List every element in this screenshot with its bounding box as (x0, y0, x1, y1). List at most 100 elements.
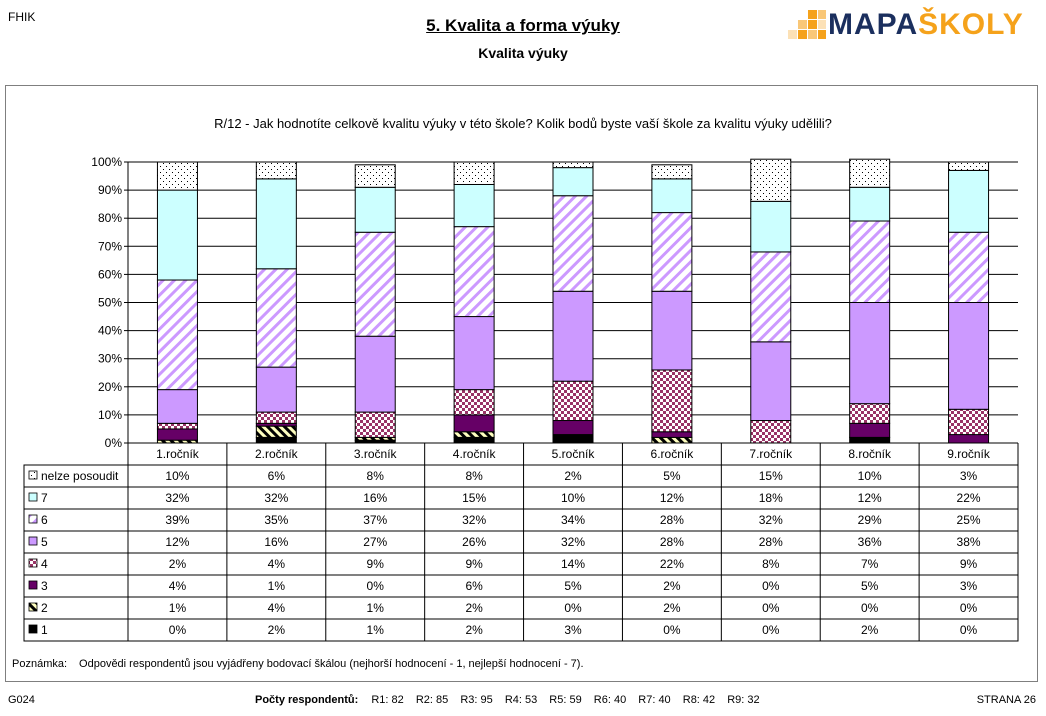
data-label: 32% (165, 491, 189, 505)
school-code: FHIK (8, 10, 36, 24)
respondents-label: Počty respondentů: (255, 694, 359, 706)
data-label: 27% (363, 535, 387, 549)
y-tick-label: 60% (98, 267, 122, 281)
data-label: 4% (169, 579, 187, 593)
data-label: 22% (660, 557, 684, 571)
respondents-count: R1: 82 (371, 694, 404, 706)
bar-segment-1 (255, 436, 297, 444)
bar-segment-5 (948, 302, 990, 410)
page-title: 5. Kvalita a forma výuky (0, 16, 1046, 36)
respondents-count: R3: 95 (460, 694, 493, 706)
legend-entry: 7 (41, 491, 48, 505)
data-label: 0% (762, 601, 780, 615)
data-label: 2% (268, 623, 286, 637)
legend-entry: 3 (41, 579, 48, 593)
bar-segment-nelze-posoudit (750, 158, 792, 202)
note-text: Odpovědi respondentů jsou vyjádřeny bodo… (79, 658, 584, 670)
bar-segment-nelze-posoudit (849, 158, 891, 188)
legend-swatch (28, 624, 38, 634)
bar-segment-4 (156, 422, 198, 430)
bar-segment-4 (552, 380, 594, 422)
logo-word-mapa: MAPA (828, 8, 919, 41)
data-label: 4% (268, 601, 286, 615)
data-label: 1% (169, 601, 187, 615)
bar-segment-4 (849, 403, 891, 424)
bar-segment-4 (948, 408, 990, 436)
bar-segment-5 (156, 389, 198, 424)
x-tick-label: 4.ročník (453, 447, 497, 461)
x-tick-label: 9.ročník (947, 447, 991, 461)
bar-segment-5 (552, 290, 594, 382)
bar-segment-5 (849, 302, 891, 405)
logo-squares-icon (788, 10, 826, 39)
data-label: 15% (462, 491, 486, 505)
y-tick-label: 90% (98, 183, 122, 197)
bar-segment-1 (552, 434, 594, 444)
bar-segment-5 (651, 290, 693, 371)
chart-frame (5, 85, 1038, 682)
bar-segment-6 (651, 212, 693, 292)
data-label: 7% (861, 557, 879, 571)
bar-segment-6 (750, 251, 792, 343)
x-tick-label: 5.ročník (552, 447, 596, 461)
bar-segment-nelze-posoudit (552, 161, 594, 169)
legend-entry: nelze posoudit (41, 469, 119, 483)
chart-note: Poznámka: Odpovědi respondentů jsou vyjád… (12, 658, 584, 670)
y-tick-label: 100% (91, 155, 122, 169)
data-label: 16% (363, 491, 387, 505)
bar-segment-5 (750, 341, 792, 422)
bar-segment-nelze-posoudit (255, 161, 297, 180)
data-label: 2% (465, 623, 483, 637)
data-label: 0% (762, 579, 780, 593)
data-label: 0% (169, 623, 187, 637)
bar-segment-7 (156, 189, 198, 281)
bar-segment-6 (255, 268, 297, 368)
footer-code: G024 (8, 694, 35, 706)
bar-segment-6 (156, 279, 198, 391)
data-label: 0% (564, 601, 582, 615)
data-label: 32% (759, 513, 783, 527)
data-label: 2% (861, 623, 879, 637)
bar-segment-6 (453, 226, 495, 318)
logo-word-skoly: ŠKOLY (918, 8, 1024, 41)
bar-segment-7 (948, 169, 990, 233)
data-label: 34% (561, 513, 585, 527)
bar-segment-2 (255, 425, 297, 438)
data-label: 26% (462, 535, 486, 549)
bar-segment-3 (651, 431, 693, 438)
data-label: 29% (858, 513, 882, 527)
y-tick-label: 20% (98, 380, 122, 394)
data-label: 1% (367, 623, 385, 637)
legend-swatch (28, 602, 38, 612)
data-label: 5% (861, 579, 879, 593)
y-tick-label: 70% (98, 239, 122, 253)
data-label: 35% (264, 513, 288, 527)
bar-segment-5 (453, 316, 495, 391)
data-label: 28% (660, 535, 684, 549)
bar-segment-3 (552, 420, 594, 436)
bar-segment-nelze-posoudit (948, 161, 990, 171)
data-label: 6% (465, 579, 483, 593)
data-label: 28% (660, 513, 684, 527)
bar-segment-4 (255, 411, 297, 424)
bar-segment-3 (849, 422, 891, 438)
legend-entry: 6 (41, 513, 48, 527)
x-tick-label: 1.ročník (156, 447, 200, 461)
data-label: 25% (957, 513, 981, 527)
bar-segment-6 (552, 195, 594, 292)
respondents-count: R4: 53 (504, 694, 538, 706)
legend-entry: 5 (41, 535, 48, 549)
respondents-count: R8: 42 (682, 694, 716, 706)
data-label: 1% (268, 579, 286, 593)
bar-segment-7 (255, 178, 297, 270)
x-tick-label: 3.ročník (354, 447, 398, 461)
bar-segment-7 (651, 178, 693, 214)
data-label: 0% (960, 623, 978, 637)
y-tick-label: 0% (105, 436, 123, 450)
bar-segment-6 (948, 231, 990, 303)
data-label: 18% (759, 491, 783, 505)
legend-entry: 2 (41, 601, 48, 615)
data-label: 5% (564, 579, 582, 593)
bar-segment-5 (354, 335, 396, 413)
bar-segment-3 (453, 414, 495, 433)
